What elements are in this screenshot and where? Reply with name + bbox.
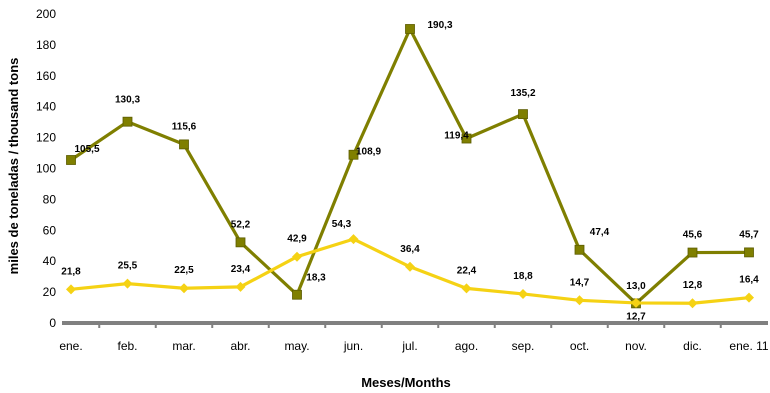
series-1-data-label: 105,5 — [74, 144, 99, 155]
x-tick-label: may. — [284, 339, 309, 353]
series-2-point — [292, 251, 302, 262]
series-1-data-label: 18,3 — [306, 273, 326, 284]
series-1-data-label: 47,4 — [590, 227, 610, 238]
series-1-point — [574, 244, 585, 255]
y-tick-label: 180 — [36, 38, 56, 52]
series-1-point — [235, 237, 246, 248]
series-1-data-label: 52,2 — [231, 219, 251, 230]
x-tick-label: sep. — [512, 339, 535, 353]
series-1-data-label: 190,3 — [427, 20, 452, 31]
series-1-data-label: 12,7 — [626, 311, 646, 322]
x-tick-label: jul. — [401, 339, 417, 353]
y-tick-label: 160 — [36, 69, 56, 83]
series-2-point — [574, 295, 585, 306]
y-tick-label: 60 — [43, 223, 57, 237]
series-1-point — [405, 24, 415, 34]
plot-area: 0 20 40 60 80 100 120 140 160 180 200 ene. feb. mar. a… — [36, 7, 769, 353]
y-tick-label: 140 — [36, 100, 56, 114]
series-2-point — [348, 234, 359, 245]
series-2-point — [235, 281, 246, 292]
series-1-data-label: 45,6 — [683, 230, 703, 241]
series-1-point — [66, 155, 76, 165]
x-tick-label: ene. 11 — [729, 339, 768, 353]
x-tick-label: feb. — [117, 339, 137, 353]
series-1-data-label: 119,4 — [444, 131, 469, 142]
series-1-data-label: 108,9 — [356, 147, 381, 158]
series-2-data-label: 23,4 — [231, 264, 251, 275]
series-1-point — [518, 109, 528, 120]
x-axis-title: Meses/Months — [361, 375, 451, 390]
series-1-data-label: 115,6 — [172, 121, 197, 132]
series-2-data-label: 12,8 — [683, 280, 703, 291]
series-1-point — [348, 149, 359, 160]
series-2-point — [405, 261, 415, 272]
y-tick-label: 100 — [36, 162, 56, 176]
series-2-data-label: 13,0 — [626, 281, 646, 292]
series-2-point — [631, 297, 641, 308]
y-axis-title: miles de toneladas / thousand tons — [6, 58, 21, 275]
series-2-point — [179, 283, 189, 294]
series-1-point — [744, 247, 754, 258]
series-2-data-label: 14,7 — [570, 277, 590, 288]
x-tick-label: dic. — [683, 339, 702, 353]
series-2-data-label: 42,9 — [287, 234, 307, 245]
series-2-data-label: 22,4 — [457, 265, 477, 276]
y-tick-label: 0 — [49, 316, 56, 330]
x-tick-label: jun. — [343, 339, 363, 353]
y-tick-label: 40 — [43, 254, 57, 268]
x-tick-label: nov. — [625, 339, 647, 353]
series-1-data-label: 45,7 — [739, 229, 759, 240]
series-1-data-label: 130,3 — [115, 95, 140, 106]
series-2-data-label: 22,5 — [174, 265, 194, 276]
x-tick-label: ene. — [59, 339, 82, 353]
y-tick-label: 20 — [43, 285, 57, 299]
series-2-data-label: 25,5 — [118, 261, 138, 272]
series-1-point — [687, 247, 698, 258]
series-1-point — [461, 133, 472, 144]
series-1-point — [292, 289, 302, 300]
series-2-data-label: 36,4 — [400, 244, 420, 255]
x-tick-label: oct. — [570, 339, 589, 353]
y-tick-label: 80 — [43, 192, 57, 206]
series-2-point — [687, 298, 698, 309]
series-2-point — [66, 284, 76, 295]
series-2-point — [122, 278, 133, 289]
series-2-point — [461, 283, 472, 294]
series-2-data-label: 54,3 — [332, 219, 352, 230]
series-2-data-label: 21,8 — [61, 266, 81, 277]
x-tick-label: ago. — [455, 339, 478, 353]
y-tick-label: 200 — [36, 7, 56, 21]
series-2-data-label: 16,4 — [739, 275, 759, 286]
series-2-point — [518, 288, 528, 299]
series-2-data-label: 18,8 — [513, 271, 533, 282]
x-tick-label: abr. — [230, 339, 250, 353]
series-1-point — [179, 139, 189, 150]
x-tick-label: mar. — [172, 339, 195, 353]
series-2-point — [744, 292, 754, 303]
series-1-point — [122, 116, 133, 127]
series-1-data-label: 135,2 — [510, 88, 535, 99]
y-tick-label: 120 — [36, 131, 56, 145]
